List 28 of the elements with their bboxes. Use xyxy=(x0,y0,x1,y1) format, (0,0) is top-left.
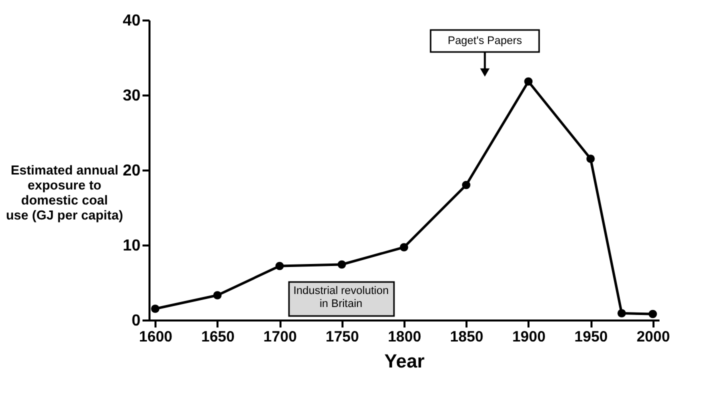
x-tick-label: 2000 xyxy=(636,328,670,346)
point xyxy=(400,243,408,252)
point xyxy=(151,304,160,313)
point xyxy=(213,291,222,300)
x-tick-label: 1900 xyxy=(512,328,546,346)
y-tick-label: 0 xyxy=(132,312,141,330)
point xyxy=(648,310,657,318)
y-axis-title: Estimated annual exposure to domestic coal use (GJ per capita) xyxy=(6,162,124,222)
y-tick-label: 10 xyxy=(122,238,141,254)
x-axis-title: Year xyxy=(384,352,426,372)
x-tick-label: 1650 xyxy=(201,328,235,346)
x-tick-label: 1850 xyxy=(450,328,484,346)
annotation: Paget's Papers xyxy=(448,35,522,47)
y-tick-label: 40 xyxy=(122,12,141,30)
point xyxy=(586,154,595,163)
point xyxy=(338,260,346,269)
point xyxy=(275,262,284,270)
x-tick-label: 1750 xyxy=(326,328,359,346)
point xyxy=(462,180,470,190)
x-tick-label: 1700 xyxy=(263,328,297,346)
y-tick-label: 30 xyxy=(122,88,141,104)
point xyxy=(618,309,626,318)
annotation: Industrial revolution in Britain xyxy=(293,285,389,310)
x-tick-label: 1950 xyxy=(574,328,608,346)
y-tick-label: 20 xyxy=(122,162,141,180)
point xyxy=(524,77,533,86)
x-tick-label: 1600 xyxy=(139,328,172,346)
x-tick-label: 1800 xyxy=(388,328,422,346)
